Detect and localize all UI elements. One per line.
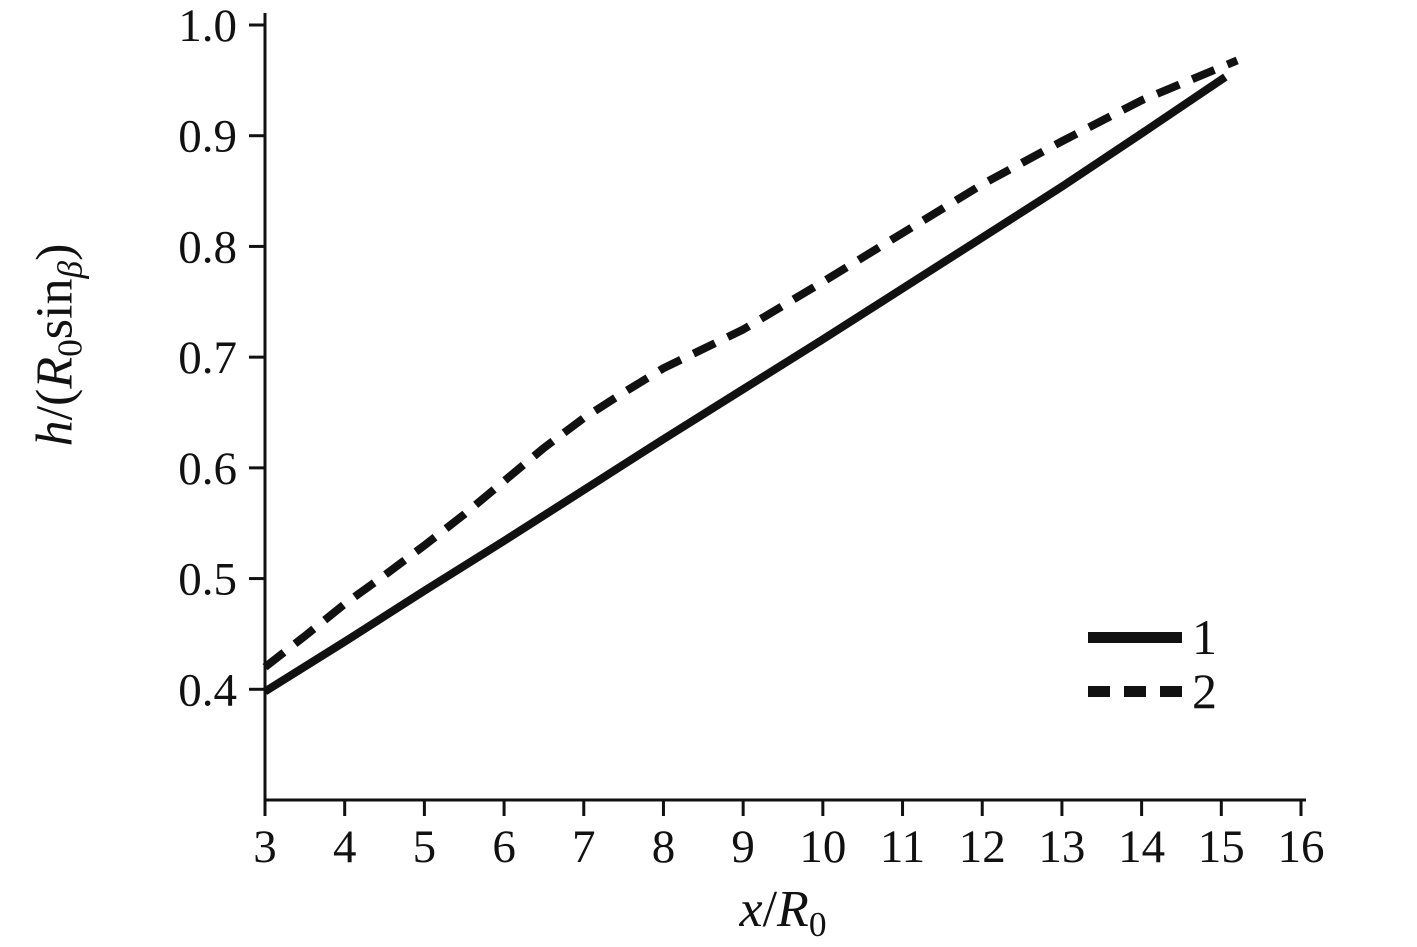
y-axis-label: h/(R0sinβ) [26, 244, 91, 447]
x-tick-label: 9 [731, 821, 755, 873]
y-tick-label: 0.7 [178, 332, 237, 384]
x-tick-label: 8 [652, 821, 676, 873]
x-axis-label: x/R0 [265, 880, 1301, 945]
y-axis-label-subscript: 0 [49, 339, 90, 357]
x-tick-label: 11 [880, 821, 925, 873]
x-tick-label: 12 [959, 821, 1006, 873]
series-2-line [262, 56, 1239, 671]
x-tick-label: 7 [572, 821, 596, 873]
x-tick-label: 14 [1118, 821, 1165, 873]
y-tick-label: 0.4 [178, 664, 237, 716]
x-tick-label: 13 [1038, 821, 1085, 873]
y-tick-label: 0.8 [178, 221, 237, 273]
y-axis-label-part: ) [26, 243, 84, 261]
y-tick-label: 0.6 [178, 443, 237, 495]
y-axis-label-part: sin [26, 278, 84, 340]
legend-dashed-line-icon [1088, 685, 1182, 697]
x-tick-label: 6 [492, 821, 516, 873]
legend: 1 2 [1088, 610, 1217, 718]
x-tick-label: 10 [799, 821, 846, 873]
x-tick-label: 16 [1278, 821, 1325, 873]
y-tick-label: 0.5 [178, 554, 237, 606]
x-tick-label: 15 [1198, 821, 1245, 873]
legend-label-2: 2 [1192, 663, 1217, 719]
x-axis-label-part: / [762, 881, 778, 938]
y-tick-label: 1.0 [178, 0, 237, 52]
y-axis-label-subscript: β [49, 260, 90, 279]
x-axis-label-part: R [777, 881, 809, 938]
series-1-line [262, 73, 1228, 695]
x-tick-label: 3 [253, 821, 277, 873]
x-axis-label-subscript: 0 [808, 903, 827, 944]
y-axis-label-part: h [26, 420, 84, 447]
legend-item-1: 1 [1088, 610, 1217, 664]
y-tick-label: 0.9 [178, 111, 237, 163]
y-axis-label-part: /( [26, 388, 84, 421]
legend-label-1: 1 [1192, 609, 1217, 665]
x-tick-label: 5 [413, 821, 437, 873]
y-axis-label-part: R [26, 356, 84, 389]
x-tick-label: 4 [333, 821, 357, 873]
legend-item-2: 2 [1088, 664, 1217, 718]
x-axis-label-part: x [739, 881, 763, 938]
legend-solid-line-icon [1088, 631, 1182, 643]
